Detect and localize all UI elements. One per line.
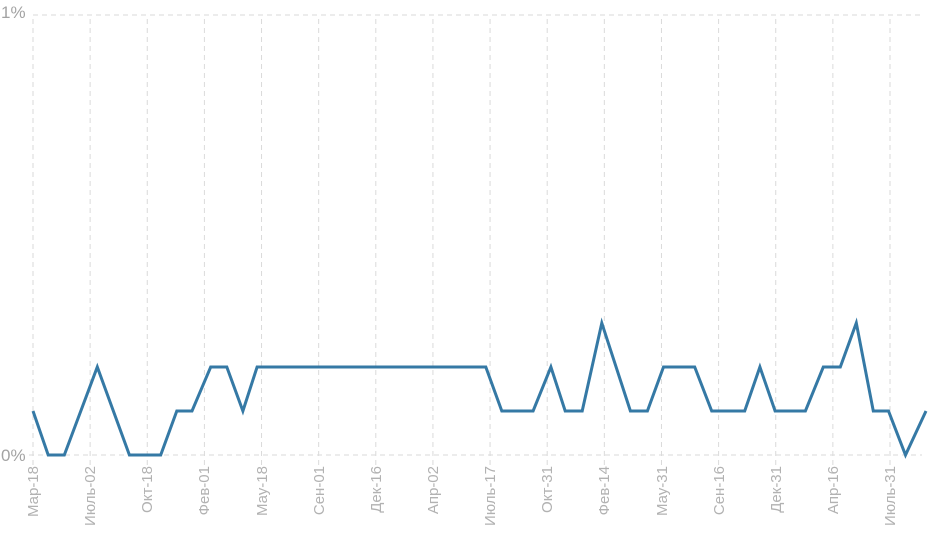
x-axis-label: Мау-31 [653, 466, 671, 517]
data-line[interactable] [31, 317, 928, 459]
x-axis-label: Июль-02 [82, 466, 100, 526]
x-axis-label: Фев-14 [596, 466, 614, 516]
x-axis-label: Сен-16 [710, 466, 728, 516]
x-axis-label: Апр-16 [824, 466, 842, 515]
x-axis-label: Окт-31 [539, 466, 557, 513]
x-axis-label: Дек-31 [767, 466, 785, 513]
y-axis-label-max: 1% [1, 3, 26, 22]
x-axis-label: Мау-18 [253, 466, 271, 517]
x-axis-label: Фев-01 [196, 466, 214, 516]
x-axis-label: Июль-31 [882, 466, 899, 526]
x-axis-label: Апр-02 [424, 466, 442, 515]
x-axis-label: Сен-01 [310, 466, 328, 516]
x-axis-label: Дек-16 [367, 466, 385, 513]
x-axis-label: Мар-18 [25, 466, 42, 518]
y-axis-label-min: 0% [1, 446, 26, 465]
x-axis-label: Окт-18 [139, 466, 157, 513]
x-axis-label: Июль-17 [482, 466, 500, 526]
